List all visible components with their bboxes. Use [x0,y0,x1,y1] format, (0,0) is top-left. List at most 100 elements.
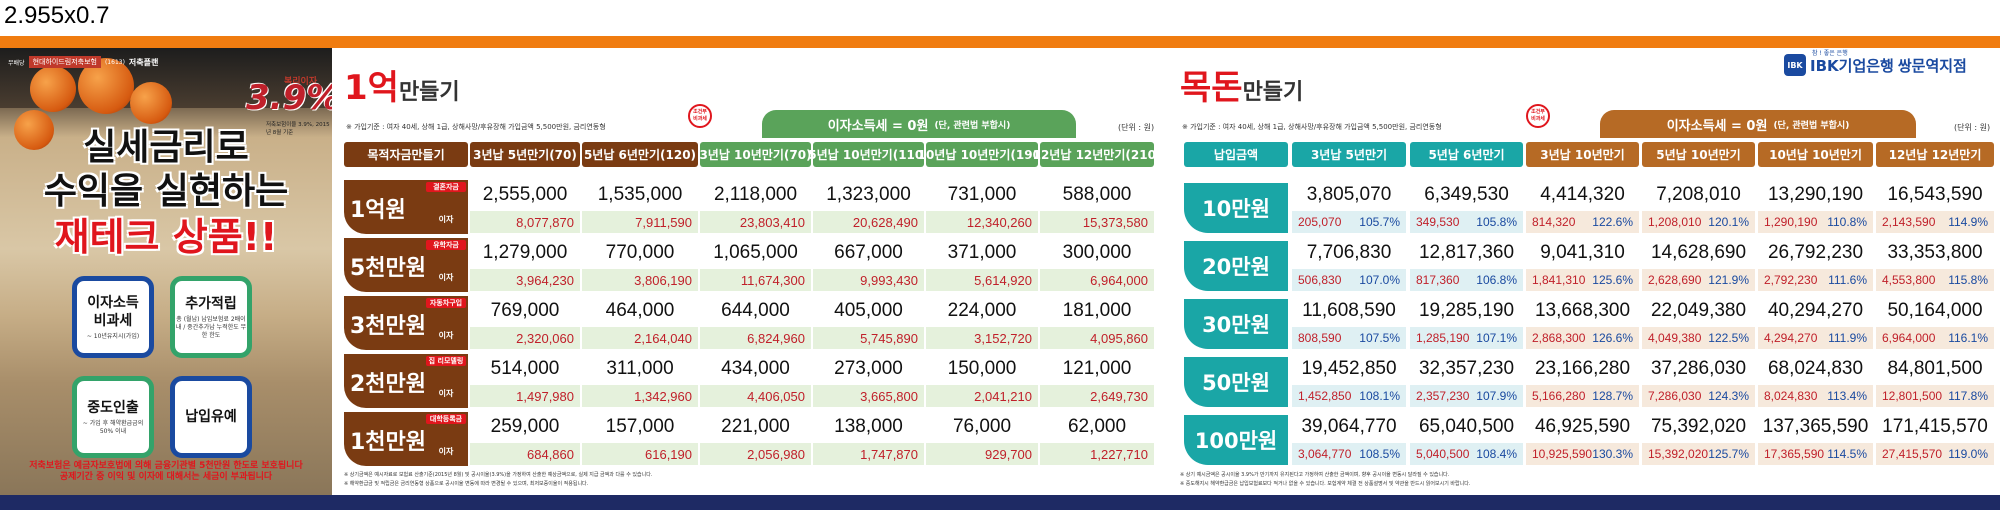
interest-value: 5,040,500 [1416,447,1470,461]
interest-value: 817,360 [1416,273,1460,287]
section1-row-label: 1억원 결혼자금 이자 [344,180,468,234]
interest-cell: 3,964,230 [470,269,580,291]
interest-rate-cell: 506,830 107.0% [1292,269,1406,291]
feature-sub: ~ 가입 후 해약환급금의 50% 이내 [82,419,144,435]
total-cell: 12,817,360 [1418,242,1515,263]
interest-cell: 5,745,890 [813,327,924,349]
interest-value: 1,227,710 [1090,446,1148,462]
headline-2: 수익을 실현하는 [43,171,289,212]
feature-title: 이자소득 비과세 [87,294,139,329]
interest-rate-cell: 1,290,190 110.8% [1758,211,1873,233]
interest-value: 814,320 [1532,215,1576,229]
interest-value: 9,993,430 [860,272,918,288]
section2-header-col: 12년납 12년만기 [1876,142,1994,167]
interest-rate-cell: 15,392,020 125.7% [1642,443,1755,465]
total-cell: 33,353,800 [1887,242,1983,263]
section1-header-col: 3년납 5년만기(70) [470,142,580,167]
interest-value: 616,190 [645,446,692,462]
section1-header-col: 5년납 6년만기(120) [582,142,698,167]
interest-value: 15,373,580 [1082,214,1148,230]
rate-value: 130.3% [1592,447,1633,461]
interest-value: 8,077,870 [516,214,574,230]
feature-sub: ~ 10년유지시(가입) [86,332,140,340]
row-interest-label: 이자 [438,215,454,224]
total-cell: 3,805,070 [1306,184,1392,205]
interest-cell: 2,320,060 [470,327,580,349]
total-cell: 4,414,320 [1540,184,1625,205]
interest-value: 23,803,410 [739,214,805,230]
ibk-logo-icon: IBK [1784,54,1806,76]
interest-value: 2,320,060 [516,330,574,346]
interest-value: 12,801,500 [1882,389,1943,403]
section1-row-label: 3천만원 자동차구입 이자 [344,296,468,350]
left-footer: 저축보험은 예금자보호법에 의해 금융기관별 5천만원 한도로 보호됩니다 공제… [0,461,332,483]
interest-rate-cell: 2,628,690 121.9% [1642,269,1755,291]
interest-cell: 15,373,580 [1040,211,1154,233]
interest-rate-cell: 349,530 105.8% [1410,211,1523,233]
payment-cell: 157,000 [605,416,675,437]
section2-title: 목돈만들기 [1180,60,1303,109]
top-orange-band [0,36,2000,48]
interest-cell: 2,164,040 [582,327,698,349]
interest-rate-cell: 8,024,830 113.4% [1758,385,1873,407]
interest-value: 27,415,570 [1882,447,1943,461]
interest-value: 2,143,590 [1882,215,1936,229]
persimmon-icon [14,110,54,150]
brand-tag: 무배당 [8,59,25,67]
persimmon-icon [130,82,172,124]
section1-header-col: 12년납 12년만기(210) [1033,142,1161,167]
total-cell: 23,166,280 [1534,358,1631,379]
bank-name: IBK기업은행 [1810,56,1894,75]
interest-value: 1,452,850 [1298,389,1352,403]
section2-row-label: 100만원 [1184,415,1288,465]
section1-title-rest: 만들기 [398,80,460,105]
total-cell: 46,925,590 [1534,416,1631,437]
rate-value: 124.3% [1708,389,1749,403]
payment-cell: 667,000 [834,242,903,263]
rate-value: 107.9% [1476,389,1517,403]
payment-cell: 770,000 [605,242,675,263]
interest-cell: 4,095,860 [1040,327,1154,349]
interest-rate-cell: 3,064,770 108.5% [1292,443,1406,465]
total-cell: 68,024,830 [1767,358,1864,379]
interest-cell: 2,056,980 [700,443,811,465]
rate-value: 114.9% [1948,215,1988,229]
interest-value: 5,745,890 [860,330,918,346]
rate-value: 107.0% [1359,273,1400,287]
section2-header-col: 3년납 5년만기 [1292,142,1406,167]
persimmon-icon [30,66,76,112]
footer-line-1: 저축보험은 예금자보호법에 의해 금융기관별 5천만원 한도로 보호됩니다 [29,461,303,471]
interest-cell: 1,342,960 [582,385,698,407]
payment-cell: 405,000 [834,300,903,321]
interest-cell: 1,227,710 [1040,443,1154,465]
rate-value: 110.8% [1827,215,1867,229]
payment-cell: 138,000 [834,416,903,437]
interest-rate-cell: 17,365,590 114.5% [1758,443,1873,465]
row-tag: 자동차구입 [426,298,466,308]
section2-title-big: 목돈 [1180,68,1243,108]
total-cell: 7,208,010 [1656,184,1741,205]
payment-cell: 464,000 [605,300,675,321]
total-cell: 14,628,690 [1650,242,1747,263]
rate-value: 128.7% [1592,389,1633,403]
interest-value: 2,792,230 [1764,273,1818,287]
interest-value: 1,208,010 [1648,215,1702,229]
interest-cell: 20,628,490 [813,211,924,233]
interest-cell: 11,674,300 [700,269,811,291]
total-cell: 6,349,530 [1424,184,1509,205]
interest-rate-cell: 7,286,030 124.3% [1642,385,1755,407]
rate-note: 저축보험이율 3.9%, 2015년 8월 기준 [266,122,330,136]
bank-slogan: 참 ! 좋은 은행 [1812,50,1848,57]
total-cell: 26,792,230 [1767,242,1864,263]
feature-title: 추가적립 [185,295,237,312]
interest-value: 7,911,590 [635,214,692,230]
total-cell: 84,801,500 [1887,358,1983,379]
payment-cell: 434,000 [721,358,790,379]
payment-cell: 311,000 [606,358,674,379]
interest-rate-cell: 12,801,500 117.8% [1876,385,1994,407]
payment-cell: 259,000 [490,416,560,437]
payment-cell: 150,000 [947,358,1017,379]
section1-header-col: 10년납 10년만기(190) [918,142,1046,167]
rate-value: 111.9% [1828,331,1867,345]
payment-cell: 76,000 [952,416,1012,437]
